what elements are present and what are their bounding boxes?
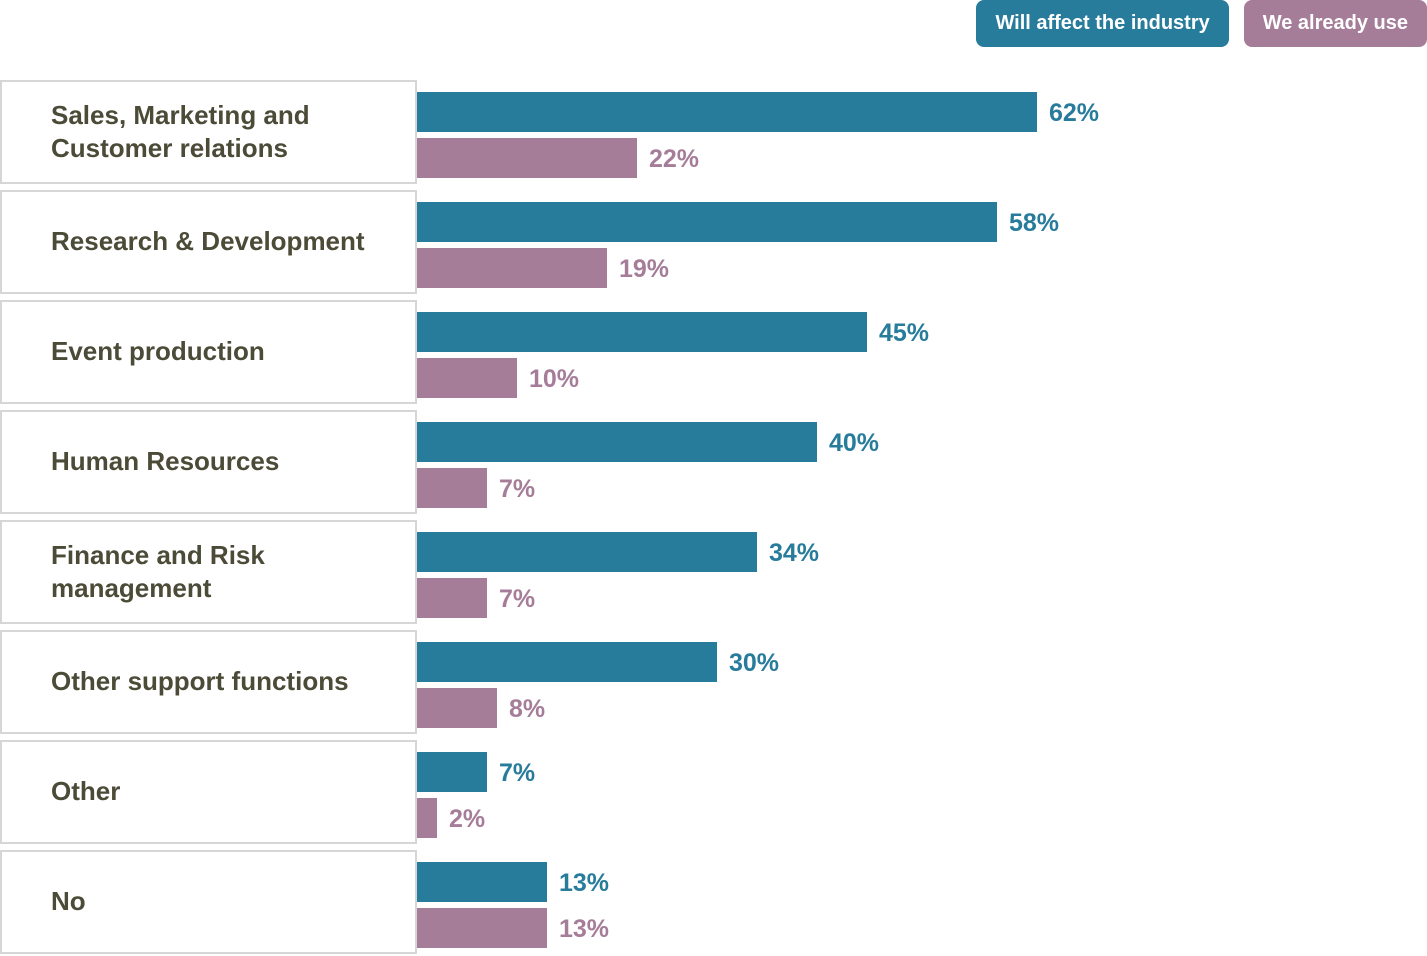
value-label-already-use: 7% bbox=[499, 475, 535, 503]
value-label-will-affect: 45% bbox=[879, 319, 929, 347]
category-label: Other support functions bbox=[51, 666, 349, 696]
legend: Will affect the industry We already use bbox=[976, 0, 1427, 47]
value-label-already-use: 13% bbox=[559, 915, 609, 943]
category-box bbox=[0, 850, 417, 954]
bar-will-affect bbox=[417, 642, 717, 682]
bar-will-affect bbox=[417, 92, 1037, 132]
bar-already-use bbox=[417, 688, 497, 728]
bar-will-affect bbox=[417, 862, 547, 902]
category-box bbox=[0, 740, 417, 844]
category-label: Research & Development bbox=[51, 226, 365, 256]
category-label: Human Resources bbox=[51, 446, 279, 476]
value-label-will-affect: 13% bbox=[559, 869, 609, 897]
legend-item-will-affect: Will affect the industry bbox=[976, 0, 1229, 47]
bar-already-use bbox=[417, 578, 487, 618]
legend-item-already-use: We already use bbox=[1243, 0, 1427, 47]
bar-already-use bbox=[417, 138, 637, 178]
category-box bbox=[0, 80, 417, 184]
value-label-already-use: 22% bbox=[649, 145, 699, 173]
bar-will-affect bbox=[417, 312, 867, 352]
value-label-will-affect: 62% bbox=[1049, 99, 1099, 127]
bar-will-affect bbox=[417, 532, 757, 572]
value-label-will-affect: 58% bbox=[1009, 209, 1059, 237]
category-label: Sales, Marketing and Customer relations bbox=[51, 100, 310, 163]
value-label-already-use: 19% bbox=[619, 255, 669, 283]
bar-already-use bbox=[417, 908, 547, 948]
category-box bbox=[0, 410, 417, 514]
bar-already-use bbox=[417, 798, 437, 838]
value-label-already-use: 2% bbox=[449, 805, 485, 833]
bar-will-affect bbox=[417, 422, 817, 462]
bar-already-use bbox=[417, 248, 607, 288]
category-box bbox=[0, 630, 417, 734]
value-label-already-use: 8% bbox=[509, 695, 545, 723]
category-box bbox=[0, 190, 417, 294]
value-label-will-affect: 30% bbox=[729, 649, 779, 677]
category-label: No bbox=[51, 886, 86, 916]
value-label-already-use: 7% bbox=[499, 585, 535, 613]
value-label-will-affect: 34% bbox=[769, 539, 819, 567]
value-label-already-use: 10% bbox=[529, 365, 579, 393]
category-label: Finance and Risk management bbox=[51, 540, 265, 603]
category-box bbox=[0, 520, 417, 624]
category-box bbox=[0, 300, 417, 404]
bar-already-use bbox=[417, 468, 487, 508]
category-label: Other bbox=[51, 776, 120, 806]
value-label-will-affect: 40% bbox=[829, 429, 879, 457]
bar-will-affect bbox=[417, 202, 997, 242]
bar-already-use bbox=[417, 358, 517, 398]
bar-will-affect bbox=[417, 752, 487, 792]
value-label-will-affect: 7% bbox=[499, 759, 535, 787]
category-label: Event production bbox=[51, 336, 265, 366]
